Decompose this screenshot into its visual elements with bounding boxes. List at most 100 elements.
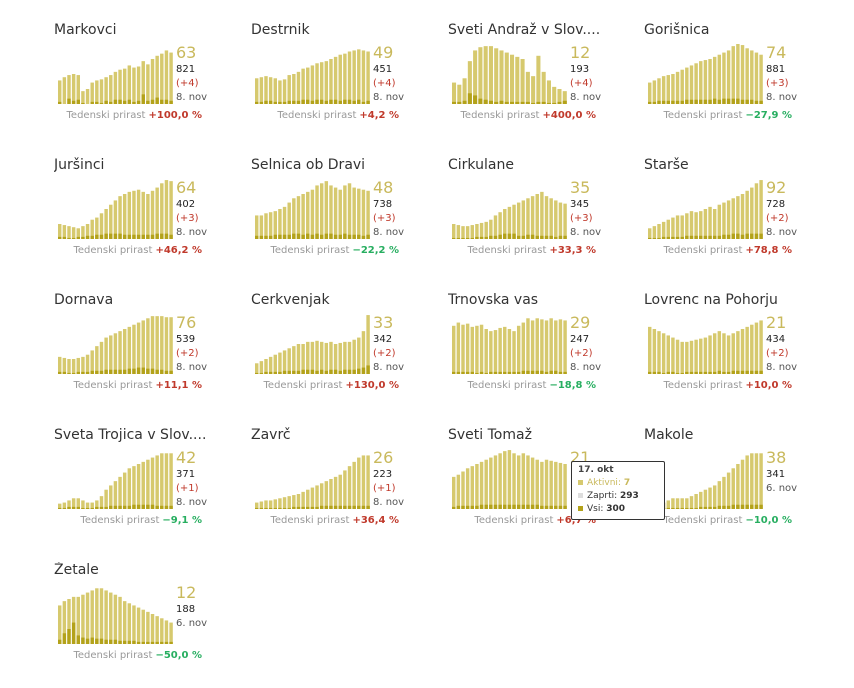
active-bar[interactable]	[745, 326, 749, 374]
active-bar[interactable]	[155, 55, 159, 104]
new-cases-bar[interactable]	[136, 367, 141, 374]
active-bar[interactable]	[685, 213, 689, 239]
new-cases-bar[interactable]	[113, 369, 118, 374]
new-cases-bar[interactable]	[671, 100, 675, 104]
active-bar[interactable]	[452, 224, 456, 239]
new-cases-bar[interactable]	[745, 233, 749, 239]
new-cases-bar[interactable]	[264, 100, 268, 104]
new-cases-bar[interactable]	[540, 235, 544, 239]
new-cases-bar[interactable]	[493, 235, 498, 239]
active-bar[interactable]	[461, 324, 465, 374]
active-bar[interactable]	[259, 77, 264, 104]
municipality-panel[interactable]: Dornava 76 539 (+2) 8. nov Tedenski prirast +1…	[54, 292, 244, 412]
new-cases-bar[interactable]	[680, 507, 684, 509]
new-cases-bar[interactable]	[456, 371, 461, 374]
new-cases-bar[interactable]	[90, 101, 94, 104]
new-cases-bar[interactable]	[333, 99, 338, 104]
active-bar[interactable]	[287, 202, 291, 239]
active-bar[interactable]	[113, 200, 118, 239]
new-cases-bar[interactable]	[273, 101, 277, 104]
active-bar[interactable]	[343, 53, 347, 104]
active-bar[interactable]	[661, 76, 666, 104]
new-cases-bar[interactable]	[315, 99, 319, 104]
active-bar[interactable]	[671, 498, 675, 509]
new-cases-bar[interactable]	[736, 370, 740, 374]
new-cases-bar[interactable]	[146, 641, 150, 644]
active-bar[interactable]	[150, 59, 155, 104]
sparkline-chart[interactable]	[58, 314, 174, 374]
active-bar[interactable]	[675, 71, 680, 104]
new-cases-bar[interactable]	[136, 234, 141, 239]
active-bar[interactable]	[521, 200, 526, 239]
new-cases-bar[interactable]	[731, 233, 735, 239]
active-bar[interactable]	[109, 592, 113, 644]
active-bar[interactable]	[329, 479, 333, 509]
active-bar[interactable]	[515, 56, 520, 104]
active-bar[interactable]	[136, 607, 141, 644]
new-cases-bar[interactable]	[685, 99, 689, 104]
active-bar[interactable]	[85, 89, 90, 104]
active-bar[interactable]	[689, 65, 694, 104]
active-bar[interactable]	[104, 209, 108, 239]
active-bar[interactable]	[549, 318, 553, 374]
new-cases-bar[interactable]	[366, 365, 370, 374]
active-bar[interactable]	[489, 457, 493, 509]
active-bar[interactable]	[67, 226, 71, 239]
new-cases-bar[interactable]	[366, 234, 370, 239]
new-cases-bar[interactable]	[259, 101, 264, 104]
active-bar[interactable]	[67, 599, 71, 644]
new-cases-bar[interactable]	[465, 371, 470, 374]
new-cases-bar[interactable]	[164, 99, 169, 104]
new-cases-bar[interactable]	[58, 639, 62, 644]
active-bar[interactable]	[273, 354, 277, 374]
active-bar[interactable]	[731, 198, 735, 239]
new-cases-bar[interactable]	[462, 100, 467, 104]
active-bar[interactable]	[132, 324, 136, 374]
active-bar[interactable]	[530, 196, 535, 239]
sparkline-chart[interactable]	[648, 314, 764, 374]
active-bar[interactable]	[699, 338, 703, 374]
new-cases-bar[interactable]	[745, 99, 749, 104]
new-cases-bar[interactable]	[666, 371, 670, 374]
new-cases-bar[interactable]	[118, 233, 122, 239]
active-bar[interactable]	[717, 54, 722, 104]
active-bar[interactable]	[329, 341, 333, 374]
active-bar[interactable]	[717, 331, 722, 374]
active-bar[interactable]	[146, 318, 150, 374]
municipality-panel[interactable]: Markovci 63 821 (+4) 8. nov Tedenski prirast +…	[54, 22, 244, 142]
active-bar[interactable]	[475, 464, 479, 509]
new-cases-bar[interactable]	[452, 506, 456, 509]
new-cases-bar[interactable]	[85, 371, 90, 374]
active-bar[interactable]	[675, 215, 680, 239]
active-bar[interactable]	[136, 66, 141, 105]
new-cases-bar[interactable]	[132, 234, 136, 239]
new-cases-bar[interactable]	[712, 98, 717, 104]
active-bar[interactable]	[296, 196, 301, 239]
sparkline-chart[interactable]	[648, 179, 764, 239]
active-bar[interactable]	[127, 468, 132, 509]
active-bar[interactable]	[62, 225, 67, 239]
active-bar[interactable]	[536, 55, 541, 104]
new-cases-bar[interactable]	[457, 101, 462, 104]
active-bar[interactable]	[259, 501, 264, 510]
new-cases-bar[interactable]	[699, 371, 703, 374]
new-cases-bar[interactable]	[456, 505, 461, 509]
active-bar[interactable]	[67, 359, 71, 374]
active-bar[interactable]	[347, 341, 352, 374]
new-cases-bar[interactable]	[357, 505, 361, 509]
new-cases-bar[interactable]	[488, 100, 493, 104]
new-cases-bar[interactable]	[76, 371, 80, 374]
new-cases-bar[interactable]	[81, 236, 85, 239]
active-bar[interactable]	[62, 502, 67, 509]
new-cases-bar[interactable]	[132, 368, 136, 374]
new-cases-bar[interactable]	[122, 505, 127, 509]
active-bar[interactable]	[657, 331, 661, 374]
new-cases-bar[interactable]	[338, 370, 342, 374]
new-cases-bar[interactable]	[544, 235, 549, 239]
active-bar[interactable]	[268, 212, 273, 239]
active-bar[interactable]	[750, 324, 754, 374]
active-bar[interactable]	[750, 453, 754, 509]
active-bar[interactable]	[708, 335, 712, 374]
active-bar[interactable]	[58, 356, 62, 374]
active-bar[interactable]	[666, 219, 670, 239]
